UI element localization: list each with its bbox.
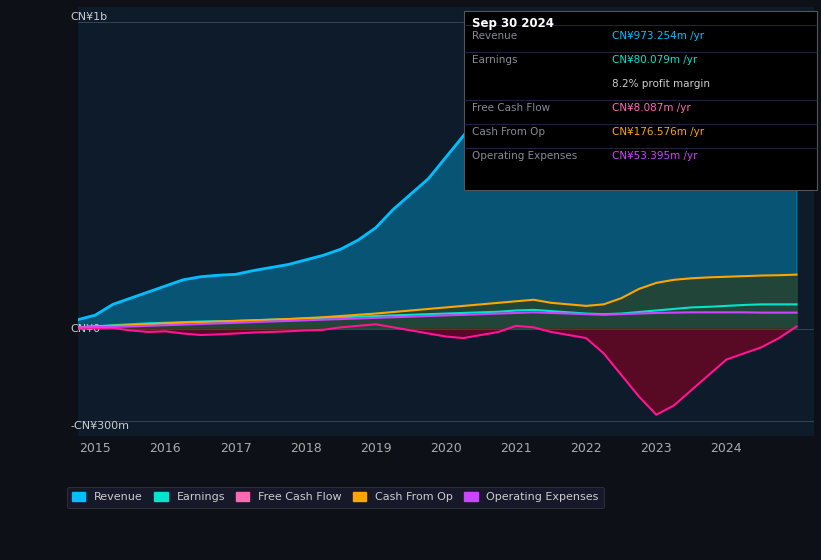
Text: Free Cash Flow: Free Cash Flow (472, 103, 550, 113)
Text: CN¥53.395m /yr: CN¥53.395m /yr (612, 151, 697, 161)
Text: Sep 30 2024: Sep 30 2024 (472, 17, 554, 30)
Text: CN¥973.254m /yr: CN¥973.254m /yr (612, 31, 704, 41)
Text: Cash From Op: Cash From Op (472, 127, 545, 137)
Text: CN¥0: CN¥0 (71, 324, 101, 334)
Text: CN¥176.576m /yr: CN¥176.576m /yr (612, 127, 704, 137)
Legend: Revenue, Earnings, Free Cash Flow, Cash From Op, Operating Expenses: Revenue, Earnings, Free Cash Flow, Cash … (67, 487, 604, 508)
Text: Revenue: Revenue (472, 31, 517, 41)
Text: CN¥8.087m /yr: CN¥8.087m /yr (612, 103, 690, 113)
Text: CN¥80.079m /yr: CN¥80.079m /yr (612, 55, 697, 65)
Text: Earnings: Earnings (472, 55, 517, 65)
Text: 8.2% profit margin: 8.2% profit margin (612, 79, 709, 89)
Text: Operating Expenses: Operating Expenses (472, 151, 577, 161)
Text: CN¥1b: CN¥1b (71, 12, 108, 22)
Text: -CN¥300m: -CN¥300m (71, 421, 130, 431)
